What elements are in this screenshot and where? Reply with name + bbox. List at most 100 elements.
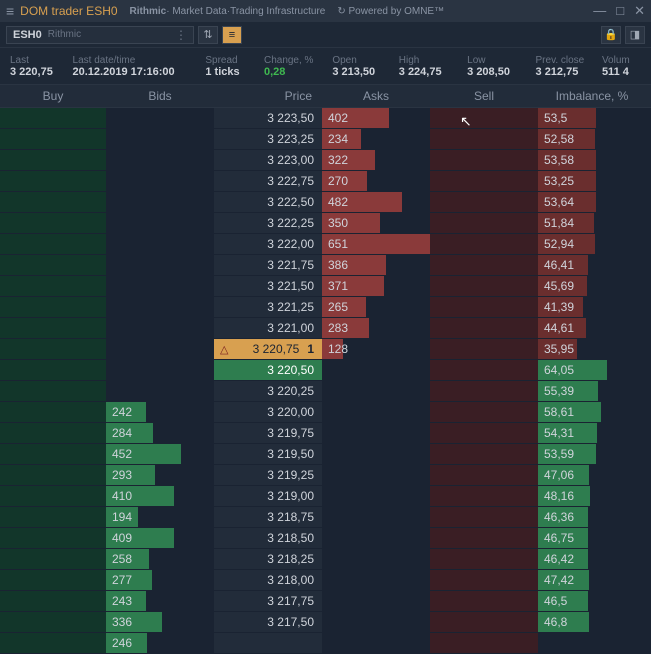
ask-cell[interactable] bbox=[322, 570, 430, 591]
dom-row[interactable]: 3 221,0028344,61 bbox=[0, 318, 651, 339]
buy-cell[interactable] bbox=[0, 360, 106, 381]
ask-cell[interactable] bbox=[322, 549, 430, 570]
header-price[interactable]: Price bbox=[214, 89, 322, 103]
sell-cell[interactable] bbox=[430, 444, 538, 465]
sell-cell[interactable] bbox=[430, 423, 538, 444]
price-cell[interactable]: 3 221,25 bbox=[214, 297, 322, 318]
ask-cell[interactable] bbox=[322, 423, 430, 444]
imbalance-cell[interactable]: 52,58 bbox=[538, 129, 646, 150]
sell-cell[interactable] bbox=[430, 465, 538, 486]
bid-cell[interactable]: 452 bbox=[106, 444, 214, 465]
dom-row[interactable]: 3 223,5040253,5 bbox=[0, 108, 651, 129]
sell-cell[interactable] bbox=[430, 297, 538, 318]
buy-cell[interactable] bbox=[0, 213, 106, 234]
bid-cell[interactable]: 258 bbox=[106, 549, 214, 570]
imbalance-cell[interactable]: 53,58 bbox=[538, 150, 646, 171]
ask-cell[interactable] bbox=[322, 507, 430, 528]
buy-cell[interactable] bbox=[0, 591, 106, 612]
dom-row[interactable]: 3 220,5064,05 bbox=[0, 360, 651, 381]
dom-row[interactable]: 3 221,5037145,69 bbox=[0, 276, 651, 297]
bid-cell[interactable]: 194 bbox=[106, 507, 214, 528]
bid-cell[interactable] bbox=[106, 381, 214, 402]
buy-cell[interactable] bbox=[0, 234, 106, 255]
dom-row[interactable]: 1943 218,75 46,36 bbox=[0, 507, 651, 528]
dom-row[interactable]: 3 221,7538646,41 bbox=[0, 255, 651, 276]
ask-cell[interactable] bbox=[322, 360, 430, 381]
ask-cell[interactable]: 128 bbox=[322, 339, 430, 360]
imbalance-cell[interactable]: 48,16 bbox=[538, 486, 646, 507]
bid-cell[interactable] bbox=[106, 318, 214, 339]
bid-cell[interactable] bbox=[106, 360, 214, 381]
sell-cell[interactable] bbox=[430, 255, 538, 276]
imbalance-cell[interactable]: 53,25 bbox=[538, 171, 646, 192]
price-cell[interactable]: 3 219,75 bbox=[214, 423, 322, 444]
price-cell[interactable]: 3 218,00 bbox=[214, 570, 322, 591]
sell-cell[interactable] bbox=[430, 213, 538, 234]
buy-cell[interactable] bbox=[0, 486, 106, 507]
dom-row[interactable]: 2773 218,0047,42 bbox=[0, 570, 651, 591]
bid-cell[interactable]: 409 bbox=[106, 528, 214, 549]
header-buy[interactable]: Buy bbox=[0, 89, 106, 103]
imbalance-cell[interactable]: 44,61 bbox=[538, 318, 646, 339]
sell-cell[interactable] bbox=[430, 528, 538, 549]
buy-cell[interactable] bbox=[0, 444, 106, 465]
sell-cell[interactable] bbox=[430, 234, 538, 255]
dom-row[interactable]: 3 223,0032253,58 bbox=[0, 150, 651, 171]
price-cell[interactable]: 3 219,00 bbox=[214, 486, 322, 507]
buy-cell[interactable] bbox=[0, 570, 106, 591]
price-cell[interactable]: 3 222,75 bbox=[214, 171, 322, 192]
sell-cell[interactable] bbox=[430, 591, 538, 612]
dom-row[interactable]: 3 222,2535051,84 bbox=[0, 213, 651, 234]
bid-cell[interactable]: 242 bbox=[106, 402, 214, 423]
price-cell[interactable]: 3 218,75 bbox=[214, 507, 322, 528]
bid-cell[interactable] bbox=[106, 297, 214, 318]
buy-cell[interactable] bbox=[0, 339, 106, 360]
bid-cell[interactable] bbox=[106, 108, 214, 129]
ask-cell[interactable]: 322 bbox=[322, 150, 430, 171]
sell-cell[interactable] bbox=[430, 108, 538, 129]
dom-row[interactable]: 2933 219,2547,06 bbox=[0, 465, 651, 486]
sell-cell[interactable] bbox=[430, 612, 538, 633]
dom-row[interactable]: 3 223,2523452,58 bbox=[0, 129, 651, 150]
price-cell[interactable]: 3 217,50 bbox=[214, 612, 322, 633]
imbalance-cell[interactable]: 46,75 bbox=[538, 528, 646, 549]
buy-cell[interactable] bbox=[0, 276, 106, 297]
ask-cell[interactable] bbox=[322, 465, 430, 486]
sell-cell[interactable] bbox=[430, 339, 538, 360]
bid-cell[interactable] bbox=[106, 150, 214, 171]
ask-cell[interactable]: 482 bbox=[322, 192, 430, 213]
price-cell[interactable]: 3 222,25 bbox=[214, 213, 322, 234]
buy-cell[interactable] bbox=[0, 423, 106, 444]
price-cell[interactable]: 3 220,25 bbox=[214, 381, 322, 402]
imbalance-cell[interactable]: 53,64 bbox=[538, 192, 646, 213]
menu-icon[interactable]: ≡ bbox=[6, 3, 14, 19]
sell-cell[interactable] bbox=[430, 486, 538, 507]
imbalance-cell[interactable]: 58,61 bbox=[538, 402, 646, 423]
buy-cell[interactable] bbox=[0, 528, 106, 549]
dom-row[interactable]: △3 220,75112835,95 bbox=[0, 339, 651, 360]
price-cell[interactable]: 3 219,50 bbox=[214, 444, 322, 465]
ask-cell[interactable]: 402 bbox=[322, 108, 430, 129]
bid-cell[interactable]: 277 bbox=[106, 570, 214, 591]
sell-cell[interactable] bbox=[430, 360, 538, 381]
imbalance-cell[interactable]: 41,39 bbox=[538, 297, 646, 318]
buy-cell[interactable] bbox=[0, 318, 106, 339]
price-cell[interactable]: 3 221,50 bbox=[214, 276, 322, 297]
bid-cell[interactable] bbox=[106, 213, 214, 234]
maximize-icon[interactable]: □ bbox=[616, 3, 624, 19]
imbalance-cell[interactable]: 35,95 bbox=[538, 339, 646, 360]
imbalance-cell[interactable]: 51,84 bbox=[538, 213, 646, 234]
bid-cell[interactable] bbox=[106, 339, 214, 360]
buy-cell[interactable] bbox=[0, 612, 106, 633]
buy-cell[interactable] bbox=[0, 381, 106, 402]
buy-cell[interactable] bbox=[0, 549, 106, 570]
imbalance-cell[interactable]: 46,36 bbox=[538, 507, 646, 528]
ask-cell[interactable]: 371 bbox=[322, 276, 430, 297]
bid-cell[interactable]: 336 bbox=[106, 612, 214, 633]
imbalance-cell[interactable]: 53,5 bbox=[538, 108, 646, 129]
dom-row[interactable]: 3363 217,5046,8 bbox=[0, 612, 651, 633]
toggle-1-button[interactable]: ⇅ bbox=[198, 26, 218, 44]
sell-cell[interactable] bbox=[430, 402, 538, 423]
buy-cell[interactable] bbox=[0, 108, 106, 129]
imbalance-cell[interactable]: 54,31 bbox=[538, 423, 646, 444]
